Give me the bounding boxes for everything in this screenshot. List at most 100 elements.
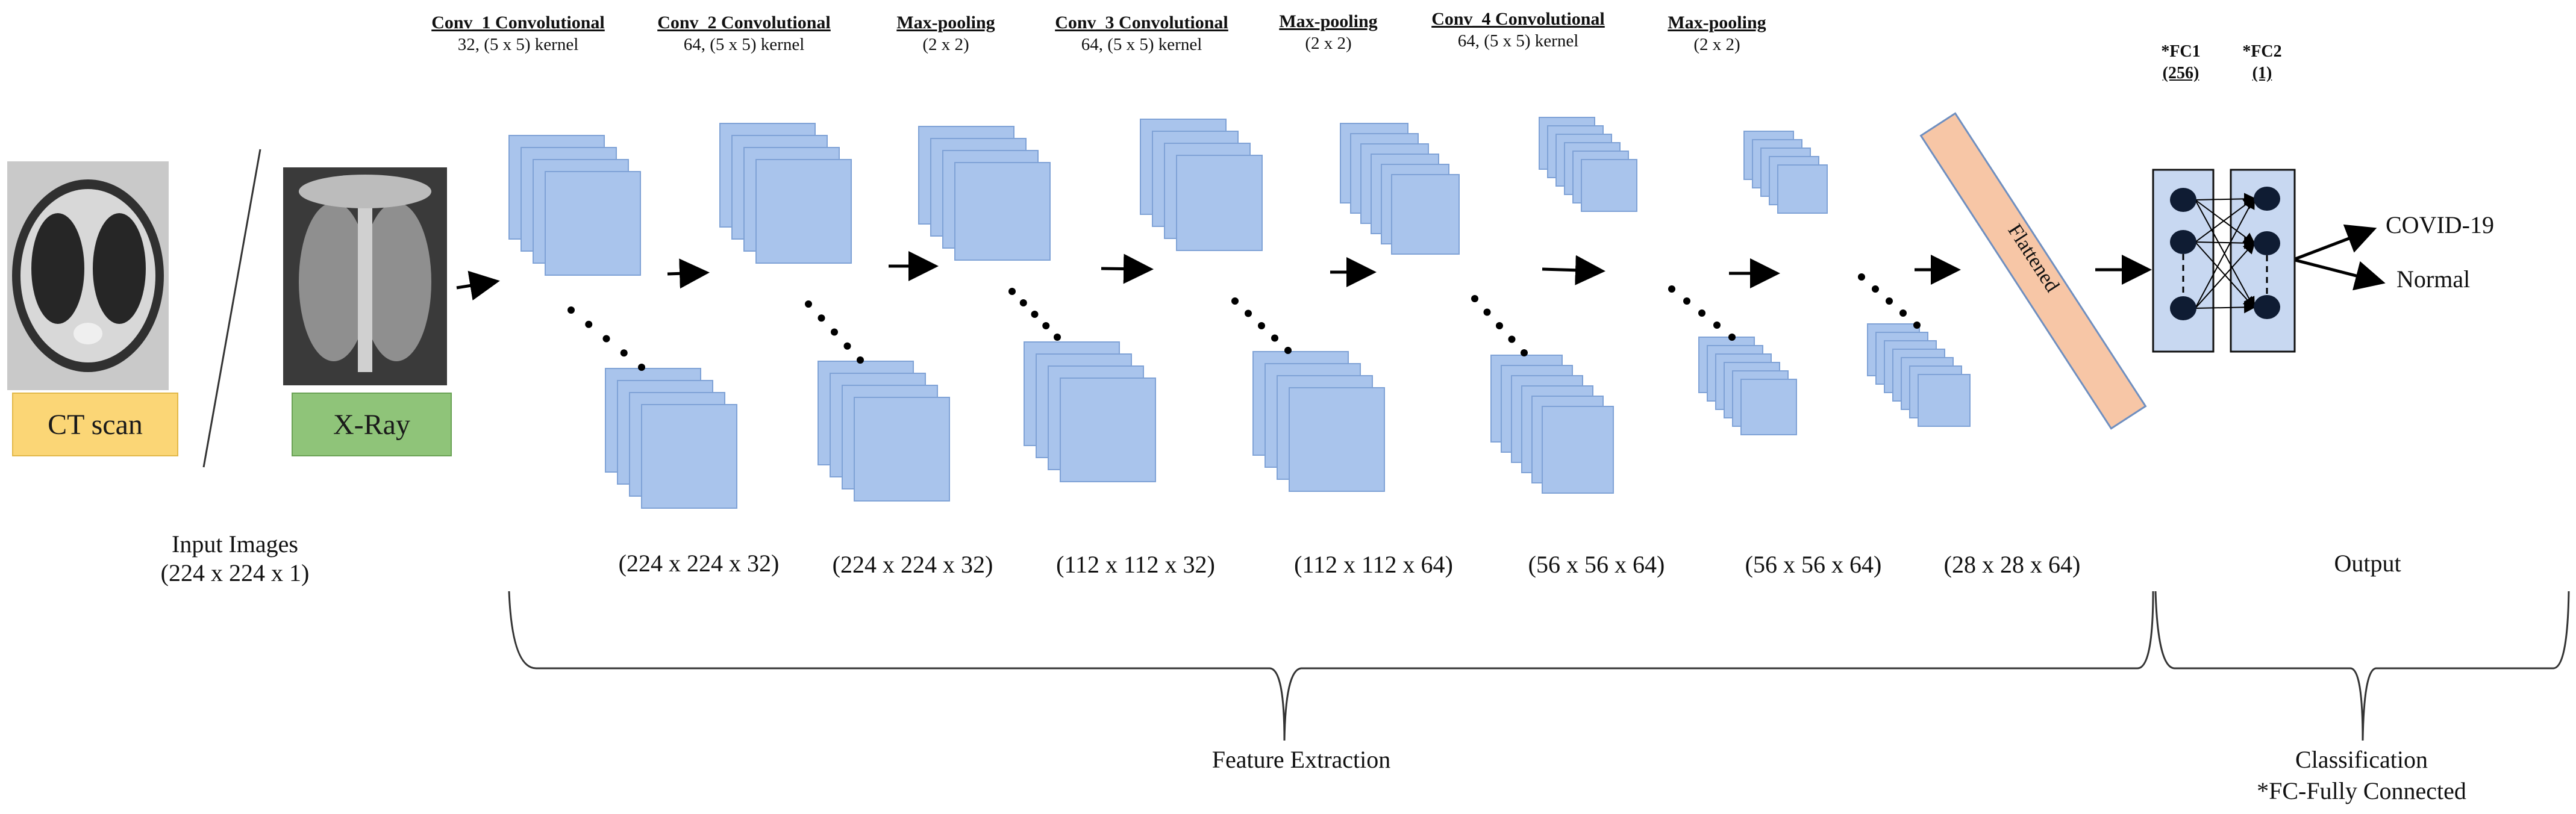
fc2-neuron xyxy=(2254,295,2280,319)
input-images-dims: (224 x 224 x 1) xyxy=(160,559,310,586)
ellipsis-dot xyxy=(1008,288,1016,295)
layer-header-conv1: Conv_1 Convolutional 32, (5 x 5) kernel xyxy=(404,12,633,55)
dims-conv3: (112 x 112 x 64) xyxy=(1294,551,1453,578)
fc-note: *FC-Fully Connected xyxy=(2257,777,2466,804)
output-normal: Normal xyxy=(2396,266,2471,293)
flatten-layer xyxy=(1919,112,2147,430)
ellipsis-dot xyxy=(1042,322,1050,329)
layer-subtitle: 64, (5 x 5) kernel xyxy=(1457,31,1579,51)
ellipsis-dot xyxy=(1521,349,1528,356)
ellipsis-dot xyxy=(1471,295,1478,302)
xray-text: X-Ray xyxy=(333,408,410,441)
layer-header-conv4: Conv_4 Convolutional 64, (5 x 5) kernel xyxy=(1404,8,1633,52)
ellipsis-dot xyxy=(585,320,593,328)
xray-label: X-Ray xyxy=(292,393,452,456)
ellipsis-dot xyxy=(1913,322,1921,329)
layer-subtitle: 64, (5 x 5) kernel xyxy=(1081,35,1202,54)
layer-title: Conv_1 Convolutional xyxy=(431,13,605,33)
dims-conv2: (224 x 224 x 32) xyxy=(832,551,993,578)
input-separator-line xyxy=(202,149,261,468)
ellipsis-dot xyxy=(1508,335,1516,343)
fc2-neuron xyxy=(2254,231,2280,255)
dims-conv1: (224 x 224 x 32) xyxy=(618,550,780,577)
layer-header-conv3: Conv_3 Convolutional 64, (5 x 5) kernel xyxy=(1027,12,1256,55)
ellipsis-dot xyxy=(1054,334,1061,341)
feature-map xyxy=(1391,174,1460,255)
dims-pool2: (56 x 56 x 64) xyxy=(1528,551,1665,578)
layer-title: Max-pooling xyxy=(896,13,995,33)
ellipsis-dot xyxy=(1698,309,1705,317)
ct-scan-image xyxy=(7,161,169,390)
feature-map xyxy=(1289,387,1385,492)
classification-brace xyxy=(2154,591,2570,741)
ellipsis-dot xyxy=(1271,334,1278,342)
ellipsis-dot xyxy=(620,349,628,357)
layer-subtitle: 32, (5 x 5) kernel xyxy=(457,35,579,54)
layer-subtitle: 64, (5 x 5) kernel xyxy=(683,35,805,54)
feature-map xyxy=(1777,164,1828,214)
layer-header-pool1: Max-pooling (2 x 2) xyxy=(855,12,1036,55)
ct-scan-text: CT scan xyxy=(48,408,143,441)
fc-connection xyxy=(2195,196,2255,309)
fc-connection xyxy=(2195,199,2256,245)
ellipsis-dot xyxy=(1858,273,1865,281)
dims-pool1: (112 x 112 x 32) xyxy=(1056,551,1215,578)
ellipsis-dot xyxy=(843,342,851,350)
layer-title: Max-pooling xyxy=(1668,13,1766,33)
layer-title: Conv_3 Convolutional xyxy=(1055,13,1228,33)
output-label: Output xyxy=(2334,550,2401,577)
feature-map xyxy=(954,162,1051,261)
feature-map xyxy=(854,397,950,502)
fc1-neuron xyxy=(2170,230,2196,254)
feature-extraction-label: Feature Extraction xyxy=(1211,746,1391,773)
ellipsis-dot xyxy=(1031,311,1039,318)
fc-connection xyxy=(2195,241,2256,309)
layer-header-pool2: Max-pooling (2 x 2) xyxy=(1238,11,1419,54)
xray-image xyxy=(283,167,447,385)
layer-title: Max-pooling xyxy=(1279,11,1378,31)
feature-map xyxy=(1060,377,1156,482)
ellipsis-dot xyxy=(1886,297,1893,305)
ellipsis-dot xyxy=(1231,297,1239,305)
ellipsis-dots xyxy=(567,273,1921,371)
ellipsis-dot xyxy=(857,356,864,364)
feature-map xyxy=(545,171,641,276)
feature-map-stacks xyxy=(508,117,1971,509)
ellipsis-dot xyxy=(1872,285,1879,293)
classification-label: Classification xyxy=(2295,746,2428,773)
ellipsis-dot xyxy=(602,335,610,343)
fc1-title: *FC1 xyxy=(2161,42,2201,61)
layer-title: Conv_2 Convolutional xyxy=(657,13,831,33)
layer-header-conv2: Conv_2 Convolutional 64, (5 x 5) kernel xyxy=(630,12,858,55)
fc1-units: (256) xyxy=(2162,64,2199,82)
layer-header-pool3: Max-pooling (2 x 2) xyxy=(1627,12,1807,55)
dims-pool3: (28 x 28 x 64) xyxy=(1943,551,2081,578)
feature-map xyxy=(1542,406,1614,494)
feature-extraction-brace xyxy=(508,591,2154,741)
feature-map xyxy=(1176,155,1263,251)
flow-arrow xyxy=(2295,224,2377,261)
layer-title: Conv_4 Convolutional xyxy=(1431,9,1605,29)
feature-map xyxy=(1918,374,1971,427)
flow-arrow xyxy=(2295,258,2386,291)
ellipsis-dot xyxy=(1245,309,1252,317)
ellipsis-dot xyxy=(1713,322,1721,329)
ellipsis-dot xyxy=(1284,347,1292,354)
feature-map xyxy=(1581,159,1637,212)
ellipsis-dot xyxy=(567,306,575,314)
input-images-title: Input Images xyxy=(172,530,298,558)
ellipsis-dot xyxy=(818,314,825,322)
layer-subtitle: (2 x 2) xyxy=(922,35,969,54)
ellipsis-dot xyxy=(805,300,812,308)
feature-map xyxy=(1740,379,1797,435)
ellipsis-dot xyxy=(1683,297,1690,305)
ellipsis-dot xyxy=(1019,299,1027,306)
fc1-header: *FC1 (256) xyxy=(2133,41,2229,84)
dims-conv4: (56 x 56 x 64) xyxy=(1745,551,1882,578)
output-covid: COVID-19 xyxy=(2386,211,2494,238)
ellipsis-dot xyxy=(1483,308,1491,316)
fc1-neuron xyxy=(2170,296,2196,320)
flow-arrow xyxy=(1542,255,1605,285)
ellipsis-dot xyxy=(1728,334,1736,341)
flatten-bar xyxy=(1919,112,2147,430)
